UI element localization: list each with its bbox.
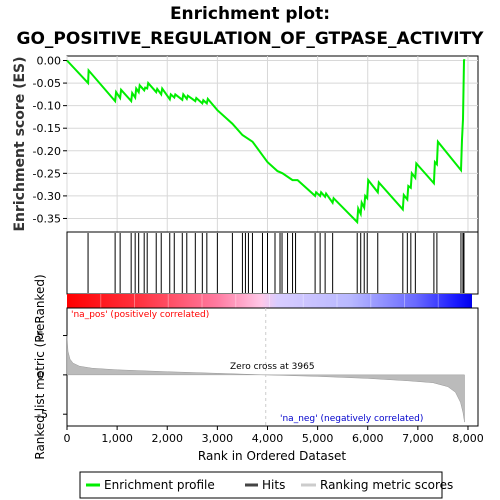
rank-xtick-label: 6,000: [352, 432, 384, 445]
rank-xtick-label: 5,000: [302, 432, 334, 445]
pos-correlated-label: 'na_pos' (positively correlated): [71, 310, 209, 320]
legend-label-hits: Hits: [262, 478, 285, 492]
rank-xtick-label: 3,000: [202, 432, 234, 445]
es-ytick-label: -0.30: [33, 190, 61, 203]
rank-xtick-label: 1,000: [101, 432, 133, 445]
rank-panel: 5 0 -5 0 1,000 2,000 3,000 4,000 5,000 6,000 7,00…: [33, 274, 484, 463]
hit-lines: [87, 233, 465, 293]
rank-xtick-label: 7,000: [402, 432, 434, 445]
rank-xtick-label: 8,000: [452, 432, 484, 445]
es-ytick-label: -0.20: [33, 145, 61, 158]
es-panel-frame: [66, 55, 479, 233]
es-panel: 0.00-0.05-0.10-0.15-0.20-0.25-0.30-0.35 …: [12, 55, 479, 233]
legend-frame: [79, 471, 443, 499]
rank-yticks: 5 0 -5: [37, 330, 67, 421]
rank-xtick-label: 0: [64, 432, 71, 445]
hits-panel-frame: [66, 231, 479, 295]
es-ylabel: Enrichment score (ES): [12, 56, 28, 231]
enrichment-profile-line: [66, 58, 466, 225]
rank-ytick-label: -5: [37, 408, 48, 421]
color-bar-segments: [100, 294, 439, 308]
legend-label-ranking: Ranking metric scores: [320, 478, 453, 492]
hits-panel: [66, 231, 479, 295]
es-ytick-label: -0.10: [33, 100, 61, 113]
zero-cross-label: Zero cross at 3965: [230, 362, 315, 372]
rank-color-bar: [67, 294, 472, 308]
es-yticks: 0.00 -0.05 -0.10 -0.15 -0.20 -0.25 -0.30 -0.35: [33, 55, 67, 225]
es-ytick-label: -0.25: [33, 167, 61, 180]
rank-panel-frame: [66, 307, 479, 427]
es-ytick-label: 0.00: [37, 55, 62, 68]
es-ytick-label: -0.15: [33, 122, 61, 135]
rank-xlabel: Rank in Ordered Dataset: [198, 449, 346, 463]
chart-title-line2: GO_POSITIVE_REGULATION_OF_GTPASE_ACTIVIT…: [17, 29, 485, 49]
es-ytick-label: -0.05: [33, 77, 61, 90]
color-bar: [67, 294, 472, 308]
rank-ytick-label: 5: [37, 330, 44, 343]
es-grid: [66, 56, 478, 232]
rank-xtick-label: 2,000: [151, 432, 183, 445]
es-ytick-label: -0.35: [33, 212, 61, 225]
rank-ylabel: Ranked list metric (PreRanked): [33, 274, 47, 459]
rank-ytick-label: 0: [37, 369, 44, 382]
rank-xtick-label: 4,000: [252, 432, 284, 445]
legend-label-enrichment: Enrichment profile: [104, 478, 215, 492]
legend: Enrichment profile Hits Ranking metric s…: [79, 471, 453, 499]
rank-xticks: 0 1,000 2,000 3,000 4,000 5,000 6,000 7,000 8,00…: [64, 426, 484, 445]
ranking-metric-area: [66, 335, 465, 423]
chart-title-line1: Enrichment plot:: [170, 4, 330, 24]
neg-correlated-label: 'na_neg' (negatively correlated): [280, 414, 423, 424]
